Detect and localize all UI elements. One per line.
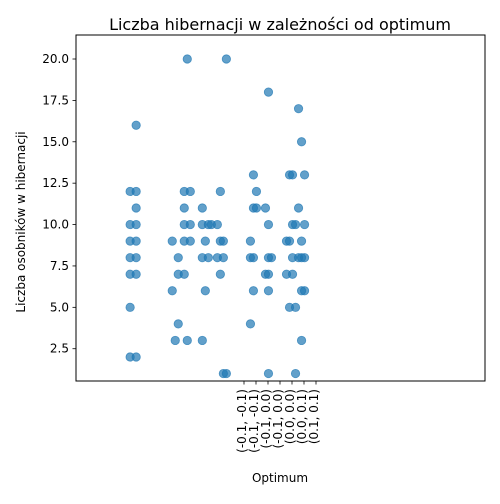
data-point	[287, 170, 298, 180]
data-point	[221, 368, 231, 379]
data-point	[251, 186, 262, 197]
data-point	[245, 236, 256, 246]
data-point	[179, 269, 189, 279]
data-point	[251, 203, 262, 213]
data-point	[299, 253, 310, 263]
data-point	[182, 54, 192, 64]
data-point	[263, 286, 274, 296]
data-point	[287, 269, 298, 279]
data-point	[296, 137, 307, 147]
data-point	[200, 236, 210, 246]
data-point	[284, 236, 295, 246]
x-tick-label: (-0.1, 0.0)	[271, 389, 285, 449]
data-point	[218, 236, 228, 246]
data-point	[212, 219, 222, 230]
data-point	[167, 236, 177, 246]
x-tick-label: (0.1, 0.1)	[307, 389, 321, 444]
y-tick-label: 12.5	[42, 176, 69, 190]
y-axis-label: Liczba osobników w hibernacji	[14, 131, 28, 312]
data-point	[125, 302, 135, 312]
y-tick-label: 10.0	[42, 218, 69, 232]
data-point	[266, 253, 277, 263]
data-point	[263, 87, 274, 97]
data-point	[248, 286, 259, 296]
plot-frame	[75, 34, 486, 382]
data-point	[203, 219, 213, 230]
data-point	[179, 203, 189, 213]
x-axis-ticks: (-0.1, -0.1)(-0.1, -0.1)(-0.1, 0.0)(-0.1…	[235, 381, 321, 453]
data-point	[173, 319, 183, 329]
points-layer	[125, 54, 310, 379]
y-tick-label: 17.5	[42, 93, 69, 107]
data-point	[290, 219, 301, 230]
data-point	[185, 219, 195, 230]
data-point	[131, 253, 141, 263]
data-point	[200, 286, 210, 296]
data-point	[263, 219, 274, 230]
data-point	[290, 368, 301, 379]
data-point	[290, 302, 301, 312]
data-point	[215, 186, 225, 197]
data-point	[245, 319, 256, 329]
y-tick-label: 7.5	[50, 259, 69, 273]
data-point	[296, 286, 307, 296]
data-point	[185, 186, 195, 197]
x-tick-label: (0.0, 0.1)	[295, 389, 309, 444]
data-point	[263, 368, 274, 379]
data-point	[260, 203, 271, 213]
y-axis-ticks: 2.5 5.0 7.5 10.0 12.5 15.0 17.5 20.0	[42, 52, 76, 356]
data-point	[299, 170, 310, 180]
data-point	[248, 253, 259, 263]
chart-title: Liczba hibernacji w zależności od optimu…	[109, 15, 451, 34]
data-point	[173, 253, 183, 263]
data-point	[167, 286, 177, 296]
data-point	[131, 120, 141, 130]
data-point	[299, 219, 310, 230]
x-tick-label: (-0.1, -0.1)	[247, 389, 261, 453]
x-axis-label: Optimum	[252, 471, 308, 485]
data-point	[131, 203, 141, 213]
data-point	[197, 335, 207, 346]
data-point	[293, 203, 304, 213]
x-tick-label: (0.0, 0.0)	[283, 389, 297, 444]
data-point	[131, 186, 141, 197]
data-point	[263, 269, 274, 279]
data-point	[296, 335, 307, 346]
x-tick-label: (-0.1, -0.1)	[235, 389, 249, 453]
data-point	[203, 253, 213, 263]
data-point	[215, 269, 225, 279]
data-point	[248, 170, 259, 180]
data-point	[221, 54, 231, 64]
y-tick-label: 15.0	[42, 135, 69, 149]
data-point	[293, 104, 304, 114]
data-point	[170, 335, 180, 346]
data-point	[131, 219, 141, 230]
data-point	[296, 236, 307, 246]
y-tick-label: 5.0	[50, 300, 69, 314]
x-tick-label: (-0.1, 0.0)	[259, 389, 273, 449]
data-point	[197, 203, 207, 213]
y-tick-label: 20.0	[42, 52, 69, 66]
data-point	[182, 335, 192, 346]
data-point	[131, 352, 141, 362]
data-point	[131, 269, 141, 279]
data-point	[185, 236, 195, 246]
y-tick-label: 2.5	[50, 342, 69, 356]
data-point	[131, 236, 141, 246]
data-point	[218, 253, 228, 263]
